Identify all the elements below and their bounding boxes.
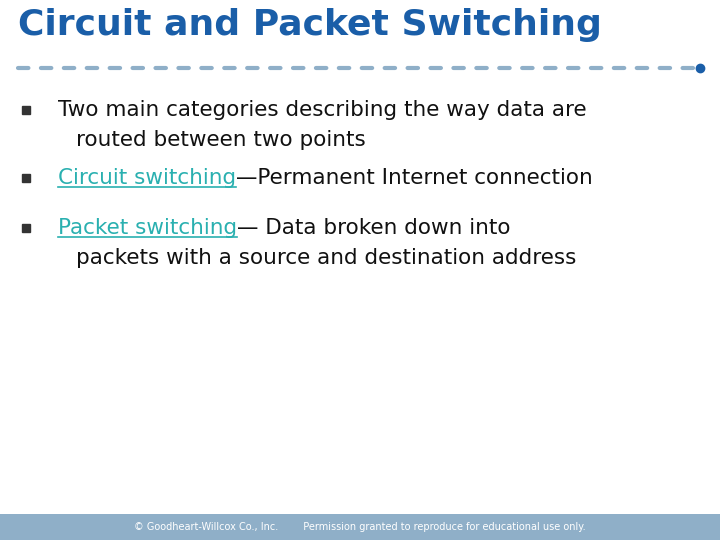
Text: packets with a source and destination address: packets with a source and destination ad… bbox=[76, 248, 577, 268]
Bar bbox=[22, 224, 30, 232]
Text: Two main categories describing the way data are: Two main categories describing the way d… bbox=[58, 100, 587, 120]
Text: Packet switching: Packet switching bbox=[58, 218, 237, 238]
Text: — Data broken down into: — Data broken down into bbox=[237, 218, 510, 238]
Text: © Goodheart-Willcox Co., Inc.        Permission granted to reproduce for educati: © Goodheart-Willcox Co., Inc. Permission… bbox=[134, 522, 586, 532]
Text: routed between two points: routed between two points bbox=[76, 130, 366, 150]
Text: Circuit and Packet Switching: Circuit and Packet Switching bbox=[18, 8, 602, 42]
Text: Circuit switching: Circuit switching bbox=[58, 168, 236, 188]
Text: —Permanent Internet connection: —Permanent Internet connection bbox=[236, 168, 593, 188]
Bar bbox=[22, 174, 30, 182]
Bar bbox=[22, 106, 30, 114]
